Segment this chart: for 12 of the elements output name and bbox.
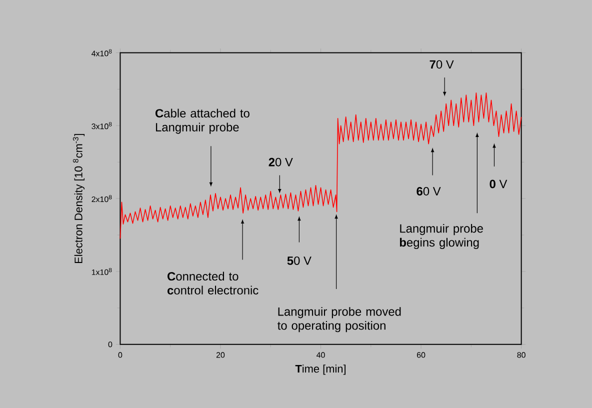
annotation: Langmuir probe moved to operating position (278, 307, 401, 332)
y-axis-title: Electron Density [10 $^{8}$cm$^{-3}$] (72, 134, 85, 263)
annotation: Connected to control electronic (168, 272, 258, 294)
x-axis-title: Time [min] (295, 364, 346, 375)
line-series (120, 92, 522, 240)
annotation: 20 V (268, 158, 293, 166)
annotation: 60 V (416, 187, 441, 196)
annotation: 70 V (430, 60, 454, 69)
annotation: 0 V (490, 180, 508, 188)
annotation: Langmuir probe begins glowing (400, 224, 483, 249)
annotation: Cable attached to Langmuir probe (155, 108, 250, 134)
annotation: 50 V (287, 256, 312, 265)
